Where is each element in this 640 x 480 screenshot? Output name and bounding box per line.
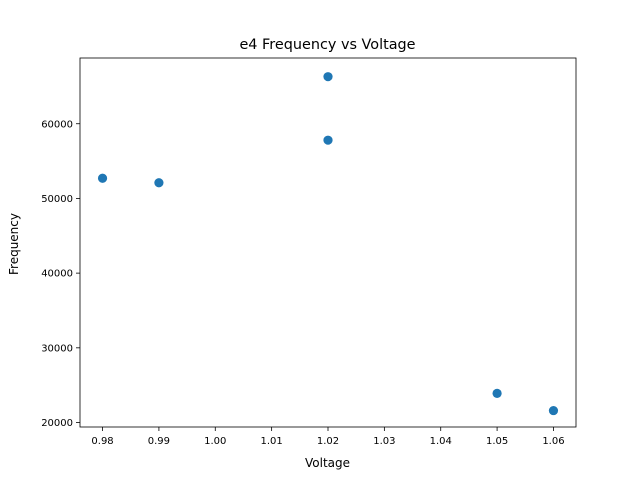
x-tick-label: 0.98 [91, 436, 113, 447]
x-tick-label: 0.99 [148, 436, 170, 447]
x-tick-label: 1.04 [430, 436, 452, 447]
data-point-4 [323, 135, 333, 145]
x-tick-label: 1.01 [261, 436, 283, 447]
data-point-3 [323, 72, 333, 82]
x-tick-label: 1.02 [317, 436, 339, 447]
plot-frame [79, 57, 577, 428]
x-tick-label: 1.05 [486, 436, 508, 447]
y-tick-label: 60000 [41, 119, 73, 130]
data-point-5 [492, 388, 502, 398]
y-tick-label: 30000 [41, 343, 73, 354]
x-tick-label: 1.00 [204, 436, 226, 447]
x-tick-label: 1.03 [373, 436, 395, 447]
x-tick-label: 1.06 [542, 436, 564, 447]
data-point-1 [97, 173, 108, 183]
chart-title: e4 Frequency vs Voltage [239, 37, 415, 53]
y-tick-label: 50000 [41, 194, 73, 205]
data-point-6 [548, 405, 559, 416]
y-tick-label: 20000 [41, 418, 73, 429]
data-point-2 [154, 178, 164, 188]
y-axis-label: Frequency [7, 213, 21, 275]
plot-area [79, 57, 577, 428]
x-axis-label: Voltage [305, 456, 350, 470]
y-tick-label: 40000 [41, 269, 73, 280]
y-axis-ticks: 20000 30000 40000 50000 60000 [41, 119, 80, 429]
x-axis-ticks: 0.98 0.99 1.00 1.01 1.02 1.03 1.04 1.05 1.06 [91, 427, 565, 447]
